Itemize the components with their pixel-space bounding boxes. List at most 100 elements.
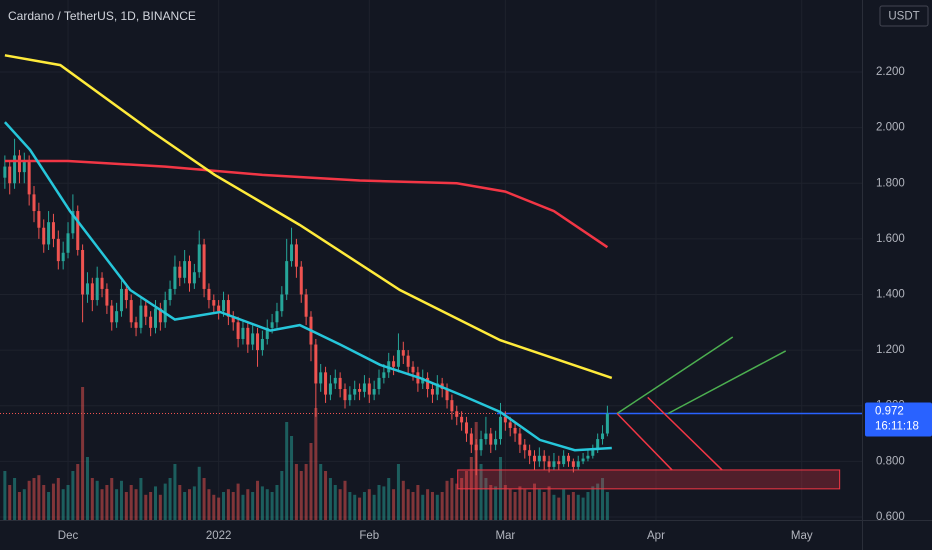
- candle-body: [168, 288, 172, 301]
- volume-bar: [275, 485, 279, 520]
- volume-bar: [508, 489, 512, 520]
- volume-bar: [343, 480, 347, 520]
- candle-body: [85, 283, 89, 295]
- candle-body: [455, 411, 459, 417]
- candle-body: [207, 288, 211, 301]
- volume-bar: [158, 494, 162, 520]
- candle-body: [100, 277, 104, 289]
- candle-body: [552, 461, 556, 467]
- volume-bar: [8, 485, 12, 520]
- candle-body: [212, 300, 216, 306]
- candle-body: [119, 288, 123, 312]
- candle-body: [275, 311, 279, 323]
- volume-bar: [265, 489, 269, 520]
- candle-body: [319, 372, 323, 384]
- y-tick-label: 1.600: [876, 233, 905, 245]
- candle-body: [299, 266, 303, 295]
- candle-body: [222, 300, 226, 312]
- volume-bar: [421, 494, 425, 520]
- volume-bar: [328, 478, 332, 520]
- candle-body: [401, 350, 405, 356]
- candle-body: [149, 316, 153, 328]
- volume-bar: [464, 471, 468, 520]
- candle-body: [129, 300, 133, 323]
- candle-body: [178, 266, 182, 278]
- volume-bar: [61, 489, 65, 520]
- volume-bar: [129, 485, 133, 520]
- volume-bar: [71, 471, 75, 520]
- candle-body: [411, 366, 415, 373]
- volume-bar: [314, 408, 318, 520]
- volume-bar: [241, 494, 245, 520]
- volume-bar: [338, 489, 342, 520]
- volume-bar: [85, 457, 89, 520]
- volume-bar: [358, 497, 362, 520]
- candle-body: [348, 394, 352, 401]
- volume-bar: [503, 485, 507, 520]
- candle-body: [377, 377, 381, 390]
- currency-box: [879, 5, 929, 27]
- volume-bar: [100, 489, 104, 520]
- volume-bar: [153, 486, 157, 520]
- volume-bar: [401, 480, 405, 520]
- candle-body: [362, 383, 366, 392]
- x-tick-label: May: [791, 530, 813, 542]
- volume-bar: [178, 485, 182, 520]
- candle-body: [460, 416, 464, 423]
- candle-body: [333, 377, 337, 384]
- trend-line: [647, 396, 723, 471]
- candle-body: [353, 389, 357, 395]
- candle-body: [343, 389, 347, 401]
- x-tick-label: Apr: [647, 530, 665, 542]
- volume-bar: [532, 483, 537, 520]
- volume-bar: [523, 489, 527, 520]
- price-axis: [862, 0, 932, 550]
- volume-bar: [81, 387, 85, 520]
- candle-body: [42, 227, 46, 245]
- candle-body: [231, 316, 235, 323]
- volume-bar: [173, 464, 177, 520]
- candle-body: [37, 211, 41, 228]
- candle-body: [591, 450, 595, 456]
- candle-body: [396, 350, 400, 367]
- volume-bar: [202, 478, 206, 520]
- candle-body: [469, 433, 473, 445]
- volume-bar: [134, 489, 138, 520]
- volume-bar: [333, 485, 337, 520]
- trend-line: [667, 350, 787, 415]
- volume-bar: [494, 486, 498, 520]
- candle-body: [285, 261, 289, 295]
- volume-bar: [168, 478, 172, 520]
- candle-body: [605, 413, 609, 434]
- candle-body: [358, 389, 362, 392]
- y-tick-label: 1.200: [876, 344, 905, 356]
- candle-body: [192, 272, 196, 284]
- candle-body: [528, 450, 532, 456]
- volume-bar: [37, 475, 41, 520]
- volume-bar: [489, 485, 493, 520]
- candle-body: [567, 455, 571, 462]
- volume-bar: [591, 486, 595, 520]
- volume-bar: [207, 489, 211, 520]
- candle-body: [76, 211, 80, 250]
- volume-bar: [304, 464, 308, 520]
- volume-bar: [51, 483, 55, 520]
- y-tick-label: 2.200: [876, 66, 905, 78]
- y-tick-label: 2.000: [876, 122, 905, 134]
- x-tick-label: Feb: [359, 530, 379, 542]
- trend-line: [616, 412, 673, 471]
- candle-body: [47, 222, 51, 245]
- volume-bar: [231, 492, 235, 520]
- candle-body: [426, 377, 430, 390]
- volume-bar: [596, 483, 600, 520]
- volume-bar: [392, 489, 396, 520]
- volume-bar: [256, 480, 260, 520]
- volume-bar: [576, 494, 580, 520]
- candle-body: [382, 372, 386, 378]
- volume-bar: [183, 492, 187, 520]
- candle-body: [27, 161, 31, 195]
- candle-body: [260, 338, 264, 351]
